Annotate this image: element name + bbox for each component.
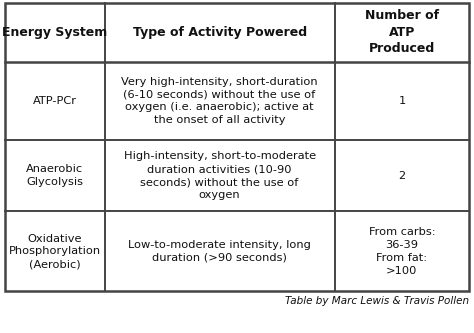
Text: Energy System: Energy System <box>2 26 107 39</box>
Text: Very high-intensity, short-duration
(6-10 seconds) without the use of
oxygen (i.: Very high-intensity, short-duration (6-1… <box>121 77 318 125</box>
Text: From carbs:
36-39
From fat:
>100: From carbs: 36-39 From fat: >100 <box>369 227 435 276</box>
Text: 2: 2 <box>398 170 405 181</box>
Bar <box>5 3 469 291</box>
Text: Low-to-moderate intensity, long
duration (>90 seconds): Low-to-moderate intensity, long duration… <box>128 240 311 263</box>
Text: ATP-PCr: ATP-PCr <box>33 96 77 106</box>
Text: High-intensity, short-to-moderate
duration activities (10-90
seconds) without th: High-intensity, short-to-moderate durati… <box>124 152 316 200</box>
Text: Table by Marc Lewis & Travis Pollen: Table by Marc Lewis & Travis Pollen <box>285 296 469 306</box>
Text: 1: 1 <box>398 96 406 106</box>
Text: Number of
ATP
Produced: Number of ATP Produced <box>365 9 439 56</box>
Text: Oxidative
Phosphorylation
(Aerobic): Oxidative Phosphorylation (Aerobic) <box>9 234 101 269</box>
Text: Anaerobic
Glycolysis: Anaerobic Glycolysis <box>26 164 83 187</box>
Text: Type of Activity Powered: Type of Activity Powered <box>133 26 307 39</box>
